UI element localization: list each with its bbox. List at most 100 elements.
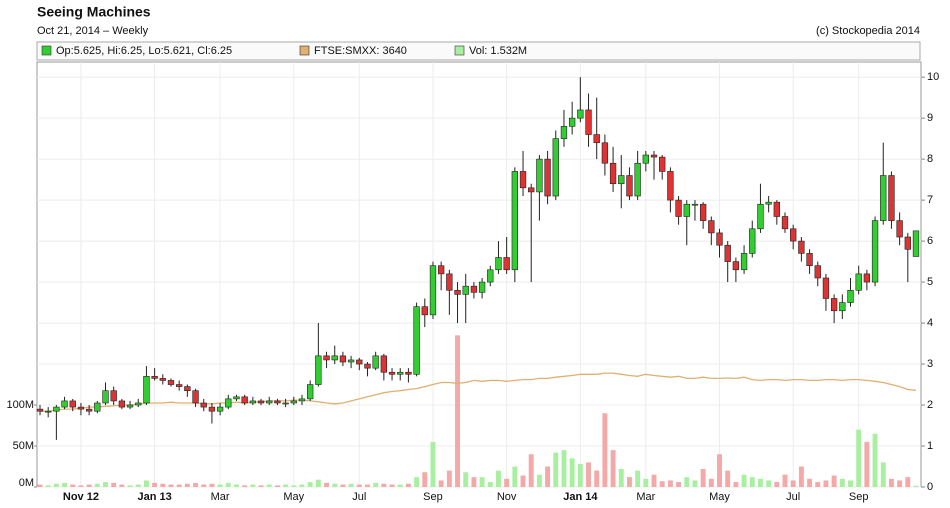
x-tick-label: May (283, 491, 304, 503)
candle-body (503, 257, 510, 271)
candle-body (659, 156, 666, 172)
candle-body (511, 171, 519, 271)
volume-bar (430, 441, 436, 487)
volume-bar (152, 482, 158, 487)
volume-bar (365, 484, 370, 487)
chart-title: Seeing Machines (37, 4, 151, 20)
candle-body (151, 376, 158, 379)
volume-bar (643, 478, 649, 487)
y-tick-label: 0 (927, 481, 933, 493)
volume-bar (127, 485, 133, 487)
candle-body (388, 371, 396, 375)
volume-bar (741, 474, 747, 487)
volume-bar (397, 484, 403, 487)
plot-area (36, 61, 922, 488)
volume-bar (217, 484, 223, 487)
candle-body (274, 400, 281, 404)
candle-body (528, 187, 535, 193)
candle-body (478, 281, 486, 293)
candle-body (601, 142, 609, 164)
candle-body (249, 400, 257, 404)
candle-body (437, 265, 445, 275)
candle-body (904, 236, 911, 250)
volume-bar (373, 482, 379, 487)
candle-body (880, 175, 887, 221)
volume-bar (504, 478, 510, 487)
volume-bar (414, 477, 420, 487)
legend-label: FTSE:SMXX: 3640 (314, 45, 407, 57)
volume-bar (913, 485, 919, 487)
candle-body (200, 402, 207, 408)
candle-body (462, 285, 469, 295)
candle-body (184, 386, 191, 391)
candle-body (446, 273, 453, 291)
candle-body (69, 400, 76, 408)
y-tick-label: 8 (927, 153, 933, 165)
candle-body (536, 158, 543, 193)
candle-body (667, 171, 674, 201)
candle-body (560, 126, 568, 139)
legend-label: Vol: 1.532M (469, 45, 527, 57)
candle-body (740, 253, 748, 271)
volume-bar (78, 485, 84, 487)
candle-body (691, 203, 699, 206)
candle-body (241, 396, 248, 404)
legend-swatch (454, 45, 465, 56)
volume-bar (94, 483, 100, 487)
candle-body (454, 289, 461, 295)
candle-body (364, 363, 371, 369)
x-tick-label: Nov (497, 491, 517, 503)
candle-body (397, 371, 404, 375)
candle-body (102, 390, 109, 404)
volume-bar (201, 484, 207, 487)
volume-bar (684, 477, 690, 487)
candle-body (53, 406, 60, 412)
x-tick-label: Sep (849, 491, 869, 503)
volume-bar (209, 483, 215, 487)
volume-bar (708, 478, 714, 487)
candle-body (159, 378, 166, 381)
candle-body (77, 406, 85, 410)
volume-bar (897, 480, 903, 487)
volume-bar (676, 482, 682, 487)
candle-body (339, 355, 347, 363)
volume-bar (405, 483, 411, 487)
volume-bar (103, 482, 108, 487)
volume-bar (324, 482, 329, 487)
volume-bar (250, 484, 256, 487)
volume-bar (872, 433, 878, 487)
candle-body (233, 396, 240, 400)
volume-bar (757, 478, 763, 487)
volume-bar (234, 484, 239, 487)
volume-bar (37, 484, 43, 487)
volume-bar (725, 470, 731, 487)
y2-tick-label: 50M (13, 440, 34, 452)
candle-body (290, 400, 297, 404)
volume-bar (798, 466, 804, 487)
candle-body (716, 232, 723, 246)
candle-body (36, 408, 44, 412)
volume-bar (651, 474, 657, 487)
x-tick-label: Mar (636, 491, 655, 503)
candle-body (822, 277, 830, 299)
candle-body (699, 203, 707, 221)
candle-body (781, 216, 789, 230)
x-tick-label: Sep (423, 491, 443, 503)
y2-tick-label: 0M (19, 477, 34, 489)
volume-bar (299, 484, 305, 487)
volume-bar (659, 481, 665, 487)
candle-body (413, 306, 420, 375)
volume-bar (283, 484, 289, 487)
volume-bar (520, 475, 526, 487)
y-tick-label: 2 (927, 399, 933, 411)
volume-bar (528, 454, 534, 487)
volume-bar (610, 450, 616, 487)
candle-body (405, 371, 412, 375)
volume-bar (242, 485, 248, 487)
volume-bar (586, 462, 591, 487)
candle-body (749, 228, 756, 254)
legend-swatch (299, 45, 310, 56)
index-line (40, 372, 917, 412)
x-tick-label: Jul (786, 491, 800, 503)
candle-body (618, 175, 625, 185)
